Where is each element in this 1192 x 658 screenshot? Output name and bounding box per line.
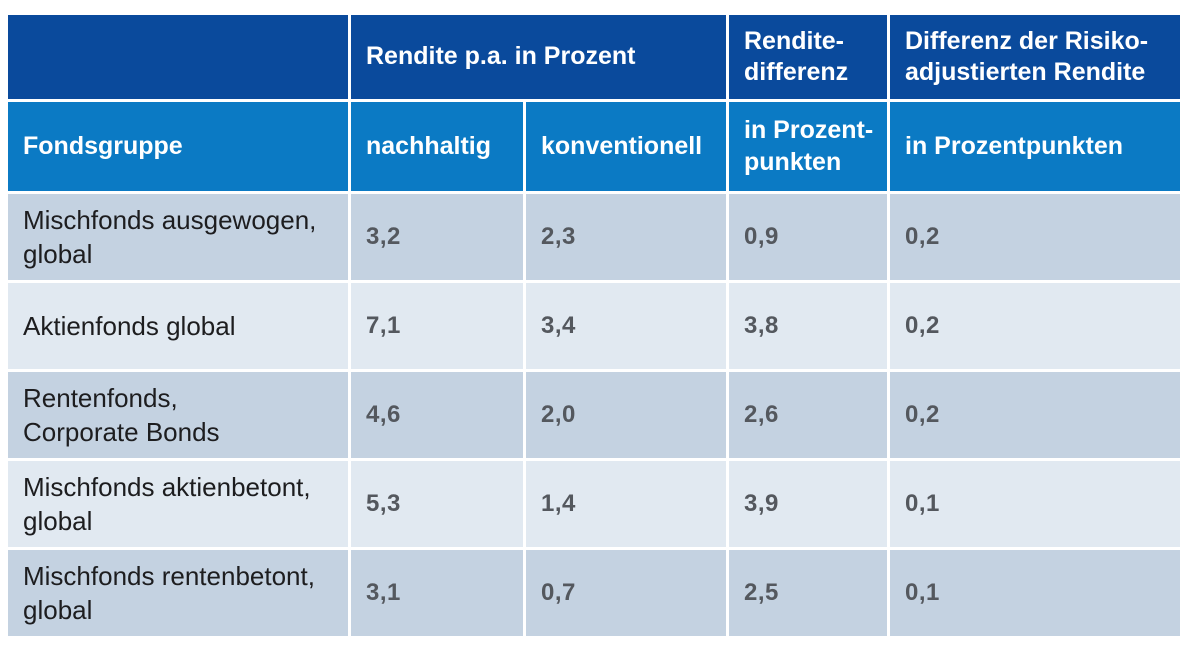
fund-group-cell: Aktienfonds global — [8, 283, 348, 369]
header-konventionell: konventionell — [526, 102, 726, 191]
value-risiko-differenz: 0,2 — [890, 372, 1180, 458]
value-risiko-differenz: 0,1 — [890, 461, 1180, 547]
header-prozentpunkten: in Prozentpunkten — [890, 102, 1180, 191]
value-risiko-differenz: 0,2 — [890, 283, 1180, 369]
value-renditedifferenz: 2,6 — [729, 372, 887, 458]
value-konventionell: 0,7 — [526, 550, 726, 636]
value-risiko-differenz: 0,1 — [890, 550, 1180, 636]
value-konventionell: 2,3 — [526, 194, 726, 280]
header-risiko-differenz: Differenz der Risiko- adjustierten Rendi… — [890, 15, 1180, 99]
value-renditedifferenz: 3,8 — [729, 283, 887, 369]
fund-group-cell: Mischfonds rentenbetont, global — [8, 550, 348, 636]
header-fondsgruppe: Fondsgruppe — [8, 102, 348, 191]
value-nachhaltig: 3,1 — [351, 550, 523, 636]
value-konventionell: 2,0 — [526, 372, 726, 458]
value-nachhaltig: 5,3 — [351, 461, 523, 547]
header-nachhaltig: nachhaltig — [351, 102, 523, 191]
header-rendite-group: Rendite p.a. in Prozent — [351, 15, 726, 99]
value-nachhaltig: 4,6 — [351, 372, 523, 458]
fund-returns-table: Rendite p.a. in Prozent Rendite- differe… — [8, 15, 1180, 636]
header-prozentpunkten-split: in Prozent- punkten — [729, 102, 887, 191]
value-nachhaltig: 3,2 — [351, 194, 523, 280]
value-renditedifferenz: 3,9 — [729, 461, 887, 547]
value-renditedifferenz: 0,9 — [729, 194, 887, 280]
corner-cell — [8, 15, 348, 99]
value-konventionell: 3,4 — [526, 283, 726, 369]
header-renditedifferenz: Rendite- differenz — [729, 15, 887, 99]
fund-group-cell: Mischfonds ausgewogen, global — [8, 194, 348, 280]
value-konventionell: 1,4 — [526, 461, 726, 547]
value-renditedifferenz: 2,5 — [729, 550, 887, 636]
fund-group-cell: Mischfonds aktienbetont, global — [8, 461, 348, 547]
value-risiko-differenz: 0,2 — [890, 194, 1180, 280]
fund-group-cell: Rentenfonds, Corporate Bonds — [8, 372, 348, 458]
value-nachhaltig: 7,1 — [351, 283, 523, 369]
